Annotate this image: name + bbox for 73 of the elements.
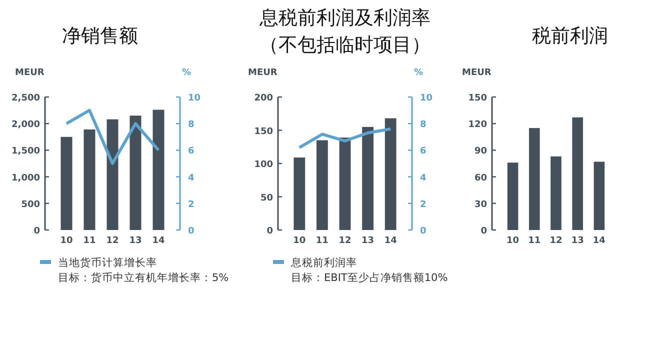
bar (84, 129, 96, 230)
line-series (298, 127, 392, 150)
x-tick-label: 12 (338, 236, 352, 246)
y-tick-label: 2,000 (12, 120, 40, 130)
y-axis-title: MEUR (248, 68, 278, 78)
chart-title: 息税前利润及利润率（不包括临时项目） (258, 7, 430, 56)
x-tick-label: 10 (293, 236, 306, 246)
x-tick-label: 10 (506, 236, 520, 246)
y-tick-label: 50 (260, 193, 273, 204)
y2-tick-label: 10 (420, 94, 433, 104)
x-tick-label: 11 (528, 236, 541, 246)
y-axis-title: MEUR (15, 68, 44, 78)
y-tick-label: 0 (34, 226, 40, 236)
x-tick-label: 11 (83, 236, 96, 246)
x-tick-label: 13 (362, 236, 374, 246)
line-series (65, 108, 160, 165)
x-tick-label: 13 (571, 236, 584, 246)
legend-label: 当地货币计算增长率 (58, 256, 157, 269)
y-tick-label: 1,000 (12, 173, 40, 184)
y2-tick-label: 4 (188, 173, 194, 184)
y2-tick-label: 6 (420, 146, 426, 157)
y-axis-title: MEUR (462, 68, 492, 78)
bar (507, 162, 518, 230)
x-tick-label: 10 (60, 236, 73, 246)
x-tick-label: 14 (592, 236, 606, 246)
text: 目标：货币中立有机年增长率：5% (58, 271, 229, 284)
y2-tick-label: 0 (420, 226, 426, 236)
text: 目标：EBIT至少占净销售额10% (291, 271, 448, 284)
bar (316, 140, 328, 230)
x-tick-label: 11 (316, 236, 328, 246)
y2-tick-label: 2 (188, 200, 194, 210)
y-tick-label: 100 (254, 160, 273, 170)
y-tick-label: 60 (474, 173, 487, 184)
bar (152, 110, 164, 230)
chart-title: 净销售额 (62, 25, 138, 47)
chart-title: 税前利润 (532, 25, 608, 47)
x-tick-label: 14 (152, 236, 165, 246)
y-tick-label: 90 (474, 146, 487, 157)
y2-tick-label: 6 (188, 146, 194, 157)
bar (384, 118, 396, 230)
y-tick-label: 2,500 (12, 94, 40, 104)
bar (362, 126, 374, 230)
x-tick-label: 13 (129, 236, 142, 246)
bar (529, 128, 540, 230)
bar (60, 136, 72, 230)
bar (572, 117, 583, 230)
y2-tick-label: 4 (420, 173, 426, 184)
x-tick-label: 12 (550, 236, 562, 246)
y2-tick-label: 0 (188, 226, 194, 236)
bar (550, 156, 562, 230)
y-tick-label: 0 (480, 226, 487, 236)
bar (594, 162, 605, 230)
y2-tick-label: 8 (420, 120, 426, 130)
y-tick-label: 120 (468, 120, 487, 130)
y-tick-label: 200 (254, 94, 273, 104)
bar (294, 158, 306, 230)
x-tick-label: 12 (106, 236, 119, 246)
bar (130, 116, 142, 230)
y2-axis-title: % (414, 68, 424, 78)
y-tick-label: 0 (266, 226, 273, 236)
x-tick-label: 14 (384, 236, 397, 246)
y-tick-label: 1,500 (12, 146, 40, 157)
y2-tick-label: 10 (188, 94, 201, 104)
legend-label: 息税前利润率 (290, 256, 357, 269)
y-tick-label: 150 (468, 94, 487, 104)
bar (106, 119, 118, 230)
y2-tick-label: 2 (420, 200, 426, 210)
y2-axis-title: % (182, 68, 192, 78)
y-tick-label: 500 (21, 200, 40, 210)
y-tick-label: 30 (474, 200, 487, 210)
y-tick-label: 150 (254, 126, 273, 137)
bar (339, 138, 351, 230)
y2-tick-label: 8 (188, 120, 194, 130)
